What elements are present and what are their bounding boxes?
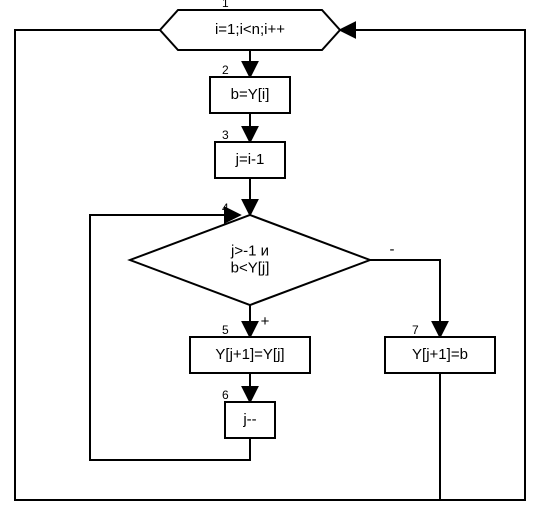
node-text-n6-0: j-- bbox=[242, 411, 256, 428]
node-number-n6: 6 bbox=[222, 388, 229, 402]
node-number-n2: 2 bbox=[222, 63, 229, 77]
node-text-n3-0: j=i-1 bbox=[235, 151, 265, 168]
nodes-layer: i=1;i<n;i++ 1 b=Y[i]2 j=i-1 3 j>-1 иb<Y[j] 4 Y[… bbox=[130, 0, 495, 438]
node-text-n2-0: b=Y[i] bbox=[231, 86, 270, 103]
node-text-n7-0: Y[j+1]=b bbox=[412, 346, 468, 363]
node-text-n4-0: j>-1 и bbox=[230, 242, 269, 259]
edge-label-3: + bbox=[261, 313, 270, 330]
node-n6: j-- 6 bbox=[222, 388, 275, 438]
edge-label-5: - bbox=[390, 241, 395, 258]
node-number-n4: 4 bbox=[222, 201, 229, 215]
edge-5 bbox=[370, 260, 440, 337]
edge-7 bbox=[340, 30, 525, 500]
node-text-n1-0: i=1;i<n;i++ bbox=[215, 21, 285, 38]
node-number-n7: 7 bbox=[412, 323, 419, 337]
node-number-n1: 1 bbox=[222, 0, 229, 10]
node-n1: i=1;i<n;i++ 1 bbox=[160, 0, 340, 50]
node-text-n4-1: b<Y[j] bbox=[231, 260, 270, 277]
node-number-n3: 3 bbox=[222, 128, 229, 142]
node-n4: j>-1 иb<Y[j] 4 bbox=[130, 201, 370, 305]
node-text-n5-0: Y[j+1]=Y[j] bbox=[215, 346, 284, 363]
node-number-n5: 5 bbox=[222, 323, 229, 337]
